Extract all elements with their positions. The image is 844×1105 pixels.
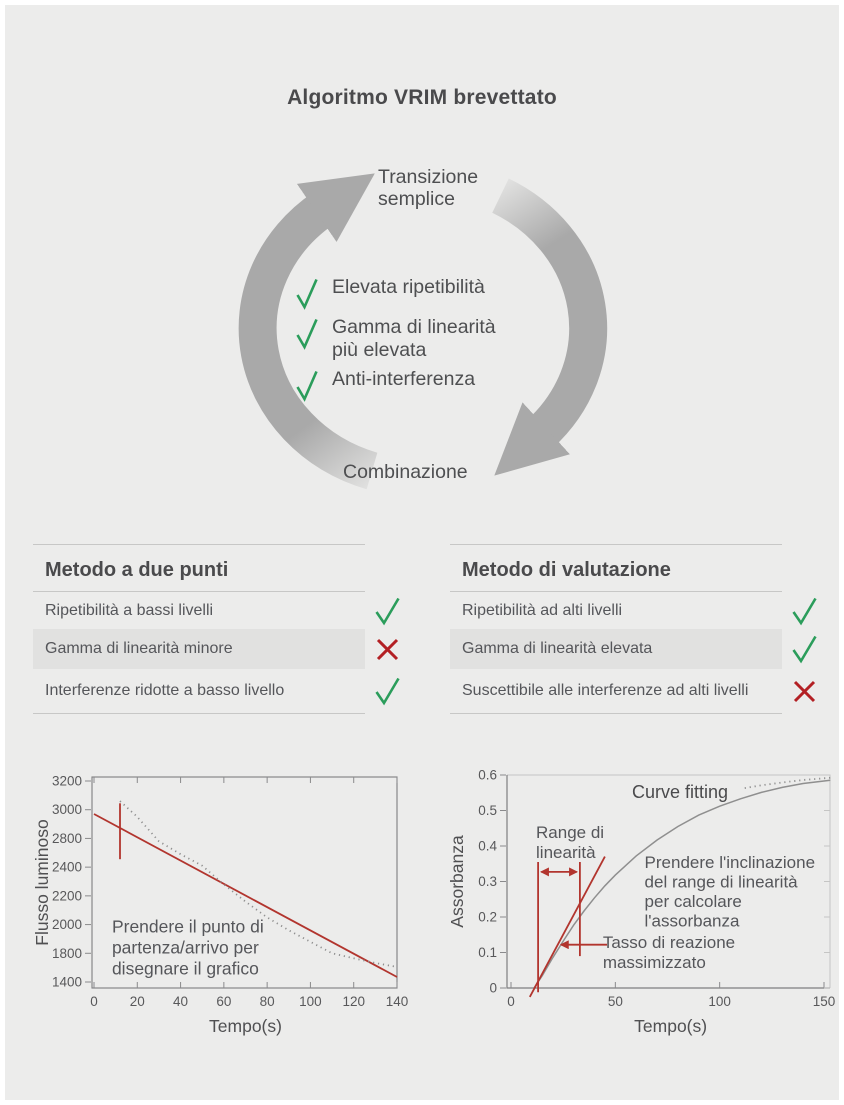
y-tick-label: 2000	[52, 917, 82, 932]
divider-line	[450, 591, 782, 592]
cycle-feature-label: Anti-interferenza	[332, 368, 476, 390]
divider-line	[450, 544, 782, 545]
y-tick-label: 0	[489, 981, 497, 996]
annotation-curve-fitting: Curve fitting	[632, 782, 728, 802]
table-row: Gamma di linearità elevata	[450, 629, 817, 669]
table-row-result	[374, 634, 401, 664]
y-tick-label: 0.2	[478, 910, 497, 925]
annotation-tasso-reazione: Tasso di reazione massimizzato	[603, 933, 735, 972]
cycle-feature-label: Gamma di linearità più elevata	[332, 316, 496, 361]
series-linea-due-punti	[93, 813, 398, 978]
table-row: Gamma di linearità minore	[33, 629, 399, 669]
y-tick-label: 1800	[52, 946, 82, 961]
check-icon	[792, 635, 817, 664]
table-title: Metodo a due punti	[45, 559, 229, 581]
x-tick-label: 40	[173, 994, 188, 1009]
x-tick-label: 120	[342, 994, 365, 1009]
method-table-valutazione: Metodo di valutazione Ripetibilità ad alt…	[450, 537, 822, 714]
x-tick-label: 100	[299, 994, 322, 1009]
background-panel	[5, 5, 839, 1100]
y-tick-label: 0.6	[478, 768, 497, 783]
annotation-nota-metodo: Prendere il punto di partenza/arrivo per d…	[112, 916, 264, 978]
x-tick-label: 0	[507, 994, 515, 1009]
x-tick-label: 0	[90, 994, 98, 1009]
series-retta-range-linearita	[529, 856, 606, 998]
table-row-result	[374, 596, 401, 626]
y-tick-label: 1400	[52, 975, 82, 990]
chart-flusso-luminoso: 0 20 40 60 80 100 120 140 3200 3000 2800 2400 2200 20…	[32, 774, 409, 1037]
cycle-step-transizione: Transizione semplice	[378, 166, 479, 210]
x-tick-label: 20	[130, 994, 145, 1009]
check-icon	[296, 318, 318, 350]
table-row-label: Gamma di linearità elevata	[462, 640, 653, 657]
y-tick-label: 2800	[52, 831, 82, 846]
table-row: Suscettibile alle interferenze ad alti l…	[450, 669, 816, 713]
divider-line	[33, 713, 365, 714]
plot-axes	[506, 775, 830, 989]
y-tick-label: 3200	[52, 774, 82, 789]
cycle-feature-item: Gamma di linearità più elevata	[295, 316, 496, 362]
cycle-feature-item: Anti-interferenza	[295, 368, 496, 402]
table-row: Interferenze ridotte a basso livello	[33, 669, 400, 713]
method-table-due-punti: Metodo a due punti Ripetibilità a bassi l…	[33, 537, 405, 714]
x-tick-label: 150	[813, 994, 836, 1009]
y-tick-label: 0.4	[478, 839, 497, 854]
annotation-prendere-inclinazione: Prendere l'inclinazione del range di line…	[645, 853, 816, 931]
x-axis-title: Tempo(s)	[634, 1016, 707, 1036]
table-row-result	[791, 596, 818, 626]
table-row-label: Ripetibilità a bassi livelli	[45, 601, 214, 619]
x-tick-label: 60	[216, 994, 231, 1009]
page-title: Algoritmo VRIM brevettato	[287, 86, 557, 109]
plot-border	[91, 776, 398, 989]
table-row: Ripetibilità ad alti livelli	[450, 592, 817, 629]
cycle-step-combinazione: Combinazione	[343, 461, 468, 483]
check-icon	[296, 370, 318, 402]
chart-assorbanza: 0 50 100 150 0.6 0.5 0.4 0.3 0.2 0.1 0 Tempo(s) Asso…	[447, 768, 836, 1037]
series-curva-misurata	[119, 800, 398, 968]
y-tick-label: 0.3	[478, 874, 497, 889]
x-icon	[376, 638, 399, 661]
check-icon	[375, 677, 400, 706]
y-tick-label: 0.1	[478, 945, 497, 960]
y-tick-label: 2400	[52, 860, 82, 875]
x-axis-title: Tempo(s)	[209, 1016, 282, 1036]
annotation-range-linearita: Range di linearità	[536, 823, 604, 862]
x-tick-label: 50	[608, 994, 623, 1009]
check-icon	[792, 597, 817, 625]
x-tick-label: 80	[260, 994, 275, 1009]
table-row: Ripetibilità a bassi livelli	[33, 592, 400, 629]
cycle-feature-label: Elevata ripetibilità	[332, 276, 485, 298]
check-icon	[296, 278, 318, 310]
table-title: Metodo di valutazione	[462, 559, 671, 581]
table-row-result	[791, 634, 818, 664]
table-row-label: Suscettibile alle interferenze ad alti l…	[462, 682, 749, 699]
cycle-arc-right-arrow-icon	[491, 178, 608, 476]
x-tick-label: 100	[708, 994, 731, 1009]
y-axis-title: Flusso luminoso	[32, 819, 52, 945]
x-tick-label: 140	[386, 994, 409, 1009]
table-row-label: Ripetibilità ad alti livelli	[462, 601, 623, 619]
divider-line	[33, 591, 365, 592]
table-row-label: Gamma di linearità minore	[45, 640, 233, 657]
cycle-feature-list: Elevata ripetibilità Gamma di linearità p…	[295, 276, 496, 408]
divider-line	[450, 713, 782, 714]
y-tick-label: 2200	[52, 888, 82, 903]
check-icon	[375, 597, 400, 625]
table-row-result	[374, 676, 401, 706]
cycle-arrows-graphic	[238, 173, 608, 490]
table-row-result	[791, 676, 818, 706]
table-row-label: Interferenze ridotte a basso livello	[45, 682, 285, 699]
cycle-feature-item: Elevata ripetibilità	[295, 276, 496, 310]
y-axis-title: Assorbanza	[447, 835, 467, 928]
y-tick-label: 3000	[52, 802, 82, 817]
y-tick-label: 0.5	[478, 803, 497, 818]
cycle-arc-left-arrow-icon	[238, 173, 378, 490]
divider-line	[33, 544, 365, 545]
x-icon	[793, 680, 816, 703]
